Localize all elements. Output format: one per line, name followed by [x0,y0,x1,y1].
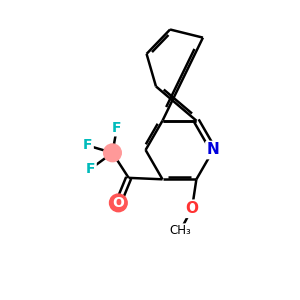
Text: N: N [207,142,220,158]
Text: F: F [112,121,122,135]
Text: F: F [83,139,92,152]
Text: O: O [112,196,124,210]
Text: F: F [85,162,95,176]
Text: O: O [185,201,199,216]
Circle shape [103,144,121,162]
Text: CH₃: CH₃ [169,224,191,237]
Circle shape [110,194,127,212]
